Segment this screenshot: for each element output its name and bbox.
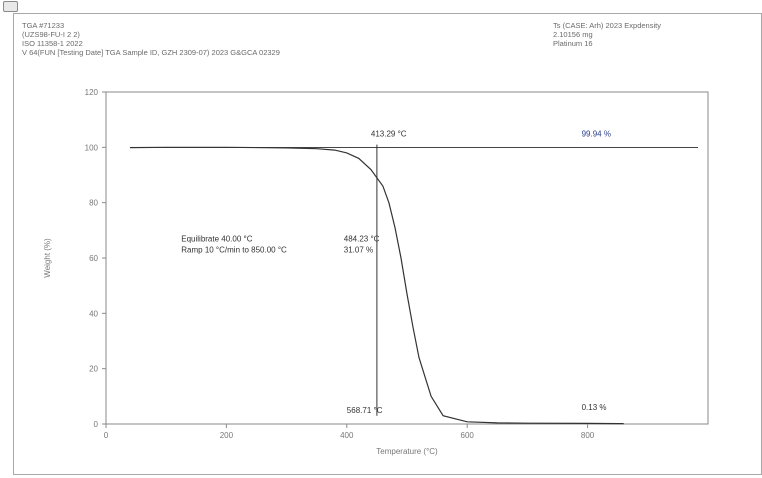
header-right-line-3: Platinum 16 [553,39,593,48]
header-right-block: Ts (CASE: Arh) 2023 Expdensity 2.10156 m… [553,21,661,48]
x-axis-label: Temperature (°C) [376,447,438,456]
header-left-line-4: V 64(FUN [Testing Date] TGA Sample ID, G… [22,48,280,57]
header-right-line-1: Ts (CASE: Arh) 2023 Expdensity [553,21,661,30]
y-tick-label: 60 [89,254,98,263]
annotation-label: 31.07 % [344,245,373,254]
x-tick-label: 200 [220,431,234,440]
annotation-label: 484.23 °C [344,234,380,243]
weight-curve [130,146,624,425]
x-tick-label: 0 [104,431,109,440]
y-tick-label: 0 [94,420,99,429]
y-tick-label: 100 [85,143,99,152]
x-tick-label: 600 [461,431,475,440]
header-left-line-3: ISO 11358-1 2022 [22,39,83,48]
annotation-label: 568.71 °C [347,406,383,415]
header-left-line-2: (UZS98-FU-I 2 2) [22,30,80,39]
annotation-label: Ramp 10 °C/min to 850.00 °C [181,245,287,254]
y-axis-label: Weight (%) [43,238,52,278]
y-tick-label: 80 [89,199,98,208]
y-tick-label: 40 [89,309,98,318]
chart-app-icon [3,1,18,12]
header-left-block: TGA #71233 (UZS98-FU-I 2 2) ISO 11358-1 … [22,21,280,57]
header-left-line-1: TGA #71233 [22,21,65,30]
plot-area [105,91,709,425]
y-tick-label: 20 [89,365,98,374]
annotation-label: Equilibrate 40.00 °C [181,234,252,243]
annotation-label: 413.29 °C [371,129,407,138]
y-tick-label: 120 [85,88,99,97]
header-right-line-2: 2.10156 mg [553,30,593,39]
annotation-label: 99.94 % [582,129,611,138]
x-tick-label: 800 [581,431,595,440]
x-tick-label: 400 [340,431,354,440]
annotation-label: 0.13 % [582,403,607,412]
